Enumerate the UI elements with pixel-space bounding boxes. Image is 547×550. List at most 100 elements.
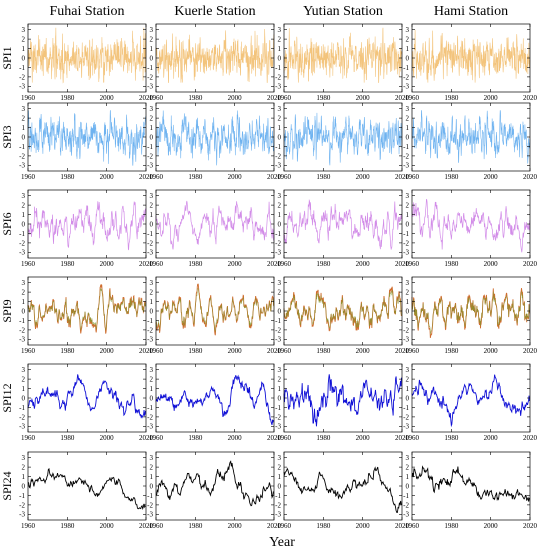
x-tick-label: 2020 (267, 522, 282, 530)
panel-spi1-col4: 3 210 -1-2 -3 1960 1980 2000 2020 (403, 23, 538, 102)
y-tick-label: 0 (22, 133, 26, 141)
y-tick-label: 3 (406, 105, 410, 113)
x-tick-label: 2020 (267, 347, 282, 355)
y-tick-label: 2 (406, 289, 410, 297)
y-tick-label: 0 (406, 482, 410, 490)
panel-spi12-col4: 3 210 -1-2 -3 1960 1980 2000 2020 (403, 363, 538, 442)
y-tick-label: -3 (147, 511, 153, 519)
y-tick-label: 2 (406, 464, 410, 472)
x-tick-label: 1980 (316, 94, 331, 102)
y-tick-label: 1 (22, 473, 26, 481)
y-tick-label: -3 (147, 83, 153, 91)
y-tick-label: 3 (278, 26, 282, 34)
y-tick-label: -2 (403, 239, 409, 247)
y-tick-label: -3 (19, 423, 25, 431)
y-tick-label: 2 (22, 202, 26, 210)
x-tick-label: 1980 (316, 173, 331, 181)
y-tick-label: 1 (22, 385, 26, 393)
y-tick-label: 0 (22, 54, 26, 62)
panel-frame (155, 189, 275, 259)
x-tick-label: 1980 (444, 260, 459, 268)
y-tick-label: -3 (275, 511, 281, 519)
x-tick-label: 1980 (444, 347, 459, 355)
x-tick-label: 2020 (139, 173, 154, 181)
y-tick-label: 3 (406, 192, 410, 200)
x-tick-label: 2000 (484, 94, 499, 102)
y-tick-label: 3 (22, 454, 26, 462)
y-tick-label: 1 (150, 473, 154, 481)
y-tick-label: -1 (19, 404, 25, 412)
y-tick-label: 0 (150, 482, 154, 490)
y-tick-label: -3 (275, 83, 281, 91)
panel-spi24-col4: 3 210 -1-2 -3 1960 1980 2000 2020 (403, 451, 538, 530)
y-tick-label: -2 (275, 239, 281, 247)
x-tick-label: 1960 (21, 347, 36, 355)
y-tick-label: 1 (150, 45, 154, 53)
y-tick-label: 1 (22, 298, 26, 306)
x-tick-label: 2000 (228, 434, 243, 442)
x-tick-label: 2020 (267, 260, 282, 268)
y-tick-label: -1 (19, 317, 25, 325)
x-tick-label: 2020 (267, 173, 282, 181)
column-title-2: Kuerle Station (174, 4, 255, 19)
y-tick-label: 2 (22, 115, 26, 123)
x-tick-label: 1980 (60, 173, 75, 181)
series-line-spi6-col2 (155, 200, 275, 250)
x-tick-label: 2000 (228, 522, 243, 530)
y-tick-label: 2 (22, 464, 26, 472)
y-tick-label: 2 (150, 36, 154, 44)
y-tick-label: 2 (406, 36, 410, 44)
series-line-spi12-col3 (283, 374, 402, 427)
y-tick-label: -1 (403, 64, 409, 72)
row-label-spi24: SPI24 (0, 471, 14, 500)
y-tick-label: 2 (150, 376, 154, 384)
column-title-3: Yutian Station (303, 4, 383, 19)
row-label-spi9: SPI9 (0, 299, 14, 322)
y-tick-label: -2 (275, 152, 281, 160)
y-tick-label: -3 (403, 336, 409, 344)
x-axis-label: Year (269, 535, 295, 550)
panel-spi6-col4: 3 210 -1-2 -3 1960 1980 2000 2020 (403, 189, 538, 268)
y-tick-label: -2 (19, 501, 25, 509)
x-tick-label: 2000 (228, 94, 243, 102)
row-label-spi1: SPI1 (0, 46, 14, 69)
y-tick-label: 0 (150, 307, 154, 315)
series-line-spi24-col2 (155, 460, 274, 507)
y-tick-label: 3 (278, 105, 282, 113)
x-tick-label: 2020 (139, 522, 154, 530)
y-tick-label: 3 (406, 26, 410, 34)
y-tick-label: 3 (150, 454, 154, 462)
y-tick-label: -3 (275, 249, 281, 257)
x-tick-label: 1960 (149, 173, 164, 181)
y-tick-label: 0 (406, 394, 410, 402)
x-tick-label: 2020 (523, 173, 538, 181)
y-tick-label: -2 (275, 501, 281, 509)
x-tick-label: 2000 (100, 434, 115, 442)
y-tick-label: 3 (406, 366, 410, 374)
y-tick-label: -1 (275, 317, 281, 325)
y-tick-label: -2 (275, 73, 281, 81)
y-tick-label: 1 (278, 473, 282, 481)
series-line-spi6-col3 (283, 199, 403, 250)
y-tick-label: 1 (22, 211, 26, 219)
y-tick-label: 1 (22, 124, 26, 132)
y-tick-label: 3 (150, 192, 154, 200)
x-tick-label: 2020 (267, 94, 282, 102)
y-tick-label: -2 (403, 152, 409, 160)
y-tick-label: 0 (22, 482, 26, 490)
y-tick-label: 1 (278, 298, 282, 306)
y-tick-label: 1 (406, 298, 410, 306)
series-line-spi12-col1 (27, 374, 146, 419)
y-tick-label: -1 (147, 404, 153, 412)
series-line-spi1-col3 (283, 27, 403, 83)
x-tick-label: 1980 (444, 173, 459, 181)
series-line-spi9-col4 (411, 288, 531, 338)
y-tick-label: 0 (150, 394, 154, 402)
y-tick-label: -3 (147, 423, 153, 431)
